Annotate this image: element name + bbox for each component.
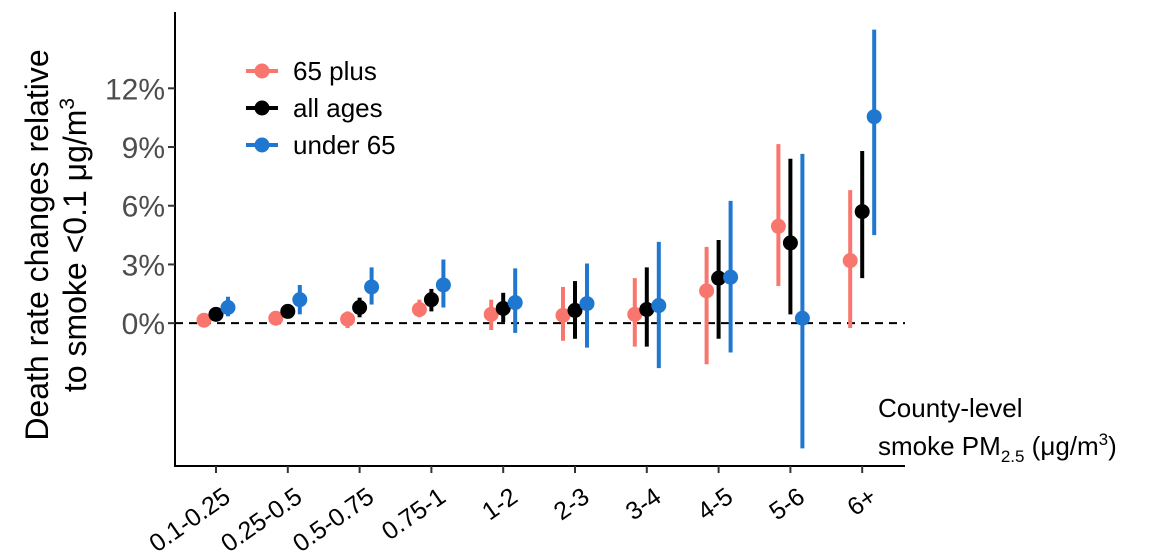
y-tick-label: 12% xyxy=(105,73,165,106)
x-axis-title: County-level smoke PM2.5 (μg/m3) xyxy=(878,393,1117,466)
data-point xyxy=(866,109,882,125)
data-point xyxy=(854,204,870,220)
y-axis-title-line2-text: to smoke <0.1 μg/m xyxy=(57,110,93,393)
data-point xyxy=(364,279,380,295)
data-point xyxy=(196,312,212,328)
x-tick-label: 3-4 xyxy=(621,482,667,526)
data-point xyxy=(495,300,511,316)
x-axis-title-unit: (μg/m xyxy=(1024,431,1098,461)
x-tick-label: 0.1-0.25 xyxy=(144,482,235,557)
x-tick-label: 4-5 xyxy=(692,482,738,526)
legend-entry: 65 plus xyxy=(246,56,377,86)
data-point xyxy=(220,299,236,315)
data-point xyxy=(794,310,810,326)
data-point xyxy=(699,283,715,299)
y-tick-label: 9% xyxy=(122,132,165,165)
data-point xyxy=(292,292,308,308)
data-point xyxy=(411,301,427,317)
data-point xyxy=(483,306,499,322)
x-axis-title-line1: County-level xyxy=(878,393,1023,423)
legend-label: 65 plus xyxy=(293,56,377,86)
legend-key-point xyxy=(254,63,270,79)
x-tick-label: 1-2 xyxy=(477,482,523,526)
data-point xyxy=(423,292,439,308)
series-all-ages xyxy=(208,150,870,347)
data-point xyxy=(711,270,727,286)
data-point xyxy=(723,269,739,285)
y-tick-label: 3% xyxy=(122,249,165,282)
data-point xyxy=(340,311,356,327)
y-axis-title-superscript: 3 xyxy=(56,98,79,110)
series-under-65 xyxy=(220,29,882,449)
data-point xyxy=(782,235,798,251)
data-point xyxy=(555,307,571,323)
x-axis-title-subscript: 2.5 xyxy=(1001,447,1025,466)
data-point xyxy=(268,310,284,326)
y-axis-title: Death rate changes relative to smoke <0.… xyxy=(19,49,93,440)
x-tick-label: 2-3 xyxy=(549,482,595,526)
legend-label: all ages xyxy=(293,93,383,123)
data-point xyxy=(567,302,583,318)
x-axis-title-line2: smoke PM2.5 (μg/m3) xyxy=(878,430,1117,466)
series-65-plus xyxy=(196,144,858,365)
x-tick-label: 0.25-0.5 xyxy=(216,482,307,557)
data-point xyxy=(770,218,786,234)
plot-area: 0% 3% 6% 9% 12% 0.1-0.250.25-0.50.5-0.750.75-… xyxy=(105,12,905,557)
data-point xyxy=(435,277,451,293)
x-tick-label: 5-6 xyxy=(764,482,810,526)
x-tick-label: 0.75-1 xyxy=(377,482,451,546)
x-axis-title-close: ) xyxy=(1108,431,1117,461)
x-tick-label: 6+ xyxy=(842,482,881,521)
legend-entry: all ages xyxy=(246,93,383,123)
data-point xyxy=(208,306,224,322)
x-axis-title-superscript: 3 xyxy=(1099,430,1108,449)
legend-key-point xyxy=(254,100,270,116)
y-tick-label: 0% xyxy=(122,308,165,341)
data-point xyxy=(579,296,595,312)
y-axis-title-line1: Death rate changes relative xyxy=(19,49,55,440)
x-tick-label: 0.5-0.75 xyxy=(288,482,379,557)
data-point xyxy=(352,299,368,315)
x-axis-title-pm: smoke PM xyxy=(878,431,1001,461)
data-point xyxy=(639,301,655,317)
data-point xyxy=(842,253,858,269)
y-tick-label: 6% xyxy=(122,191,165,224)
data-point xyxy=(280,303,296,319)
y-axis-title-line2: to smoke <0.1 μg/m3 xyxy=(56,98,93,392)
legend-label: under 65 xyxy=(293,130,396,160)
data-point xyxy=(507,295,523,311)
legend-entry: under 65 xyxy=(246,130,396,160)
legend-key-point xyxy=(254,137,270,153)
data-point xyxy=(627,306,643,322)
data-point xyxy=(651,298,667,314)
